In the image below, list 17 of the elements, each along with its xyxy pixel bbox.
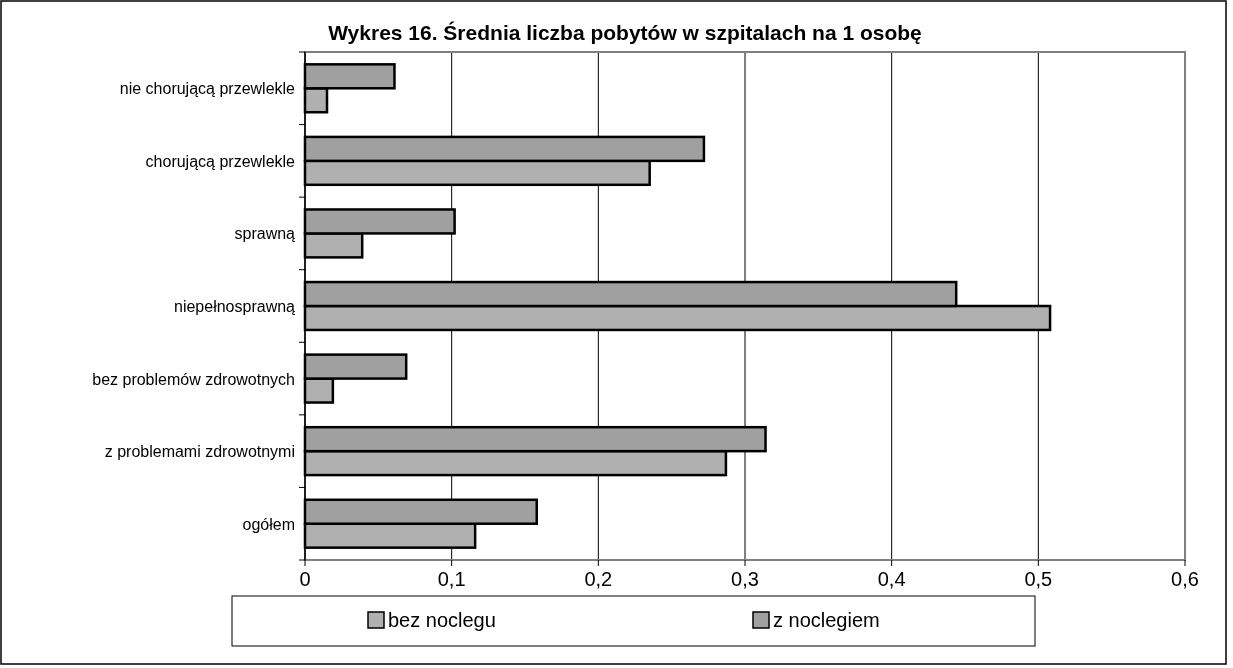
- y-tick-label: ogółem: [242, 515, 295, 533]
- y-tick-label: bez problemów zdrowotnych: [92, 370, 295, 388]
- x-tick-label: 0,1: [437, 568, 466, 590]
- y-tick-label: z problemami zdrowotnymi: [104, 443, 295, 461]
- x-tick-label: 0,6: [1171, 568, 1199, 590]
- x-tick-label: 0,4: [877, 568, 906, 590]
- legend-label: bez noclegu: [388, 609, 496, 631]
- chart-title: Wykres 16. Średnia liczba pobytów w szpitalach na 1 osobę: [328, 21, 922, 44]
- x-tick-label: 0,5: [1024, 568, 1053, 590]
- x-tick-label: 0: [299, 568, 311, 590]
- y-tick-label: sprawną: [234, 225, 296, 243]
- y-tick-label: niepełnosprawną: [174, 298, 296, 315]
- y-tick-label: nie chorującą przewlekle: [119, 80, 296, 98]
- x-tick-label: 0,2: [584, 568, 613, 590]
- y-tick-label: chorującą przewlekle: [145, 152, 296, 170]
- legend-label: z noclegiem: [773, 609, 880, 631]
- x-tick-label: 0,3: [731, 568, 759, 590]
